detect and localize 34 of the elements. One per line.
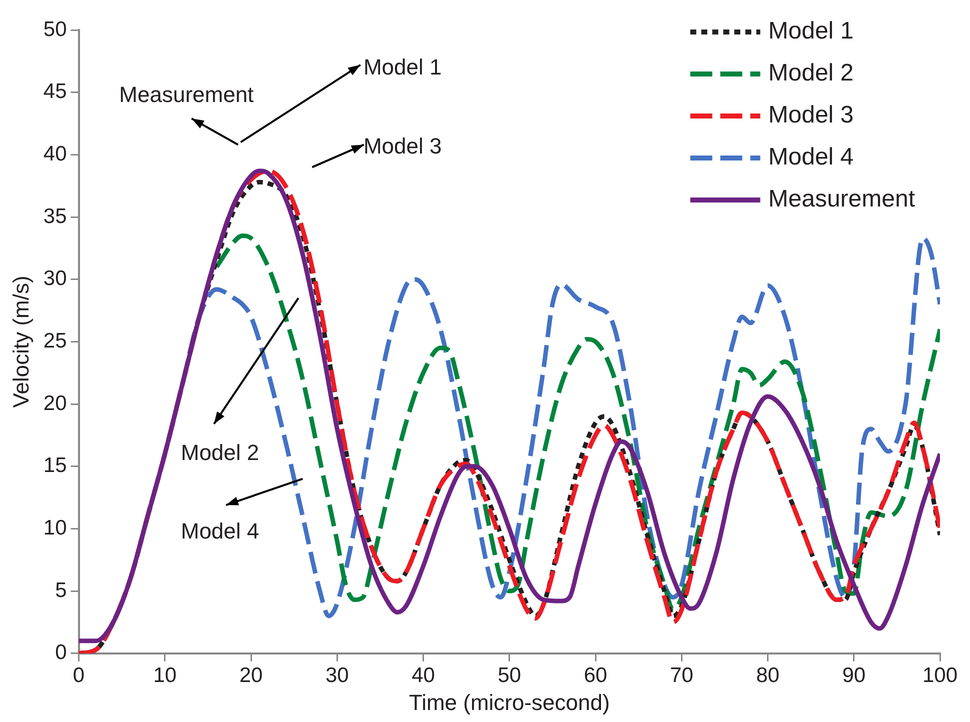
x-tick-label: 50 xyxy=(498,664,522,687)
annotation: Model 4 xyxy=(180,518,260,544)
x-tick-label: 80 xyxy=(756,664,780,687)
legend-label: Model 1 xyxy=(768,18,854,45)
y-tick-label: 35 xyxy=(43,204,67,228)
x-axis-title: Time (micro-second) xyxy=(408,690,610,715)
annotation: Model 3 xyxy=(363,133,442,158)
x-tick-label: 0 xyxy=(72,664,85,687)
x-tick-label: 60 xyxy=(584,664,608,687)
x-tick-label: 90 xyxy=(842,664,866,687)
y-tick-label: 15 xyxy=(43,454,67,478)
legend-label: Model 3 xyxy=(768,102,854,129)
annotation: Measurement xyxy=(119,82,254,108)
y-tick-label: 0 xyxy=(55,641,67,664)
y-tick-label: 40 xyxy=(43,142,67,166)
x-tick-label: 40 xyxy=(412,664,435,687)
x-tick-label: 100 xyxy=(922,664,958,687)
y-tick-label: 20 xyxy=(43,392,67,415)
x-tick-label: 10 xyxy=(153,664,177,687)
y-tick-label: 25 xyxy=(43,329,67,352)
y-axis-title: Velocity (m/s) xyxy=(8,276,34,408)
legend-label: Measurement xyxy=(768,186,916,213)
legend-label: Model 2 xyxy=(768,60,854,87)
y-tick-label: 10 xyxy=(43,516,67,540)
y-tick-label: 45 xyxy=(43,80,67,104)
annotation: Model 1 xyxy=(363,54,442,80)
annotation: Model 2 xyxy=(180,440,260,465)
x-tick-label: 30 xyxy=(325,664,349,687)
legend-label: Model 4 xyxy=(768,144,854,171)
y-tick-label: 5 xyxy=(55,578,67,602)
x-tick-label: 70 xyxy=(670,664,694,687)
y-tick-label: 30 xyxy=(43,267,67,290)
y-tick-label: 50 xyxy=(43,18,67,41)
x-tick-label: 20 xyxy=(239,664,263,687)
